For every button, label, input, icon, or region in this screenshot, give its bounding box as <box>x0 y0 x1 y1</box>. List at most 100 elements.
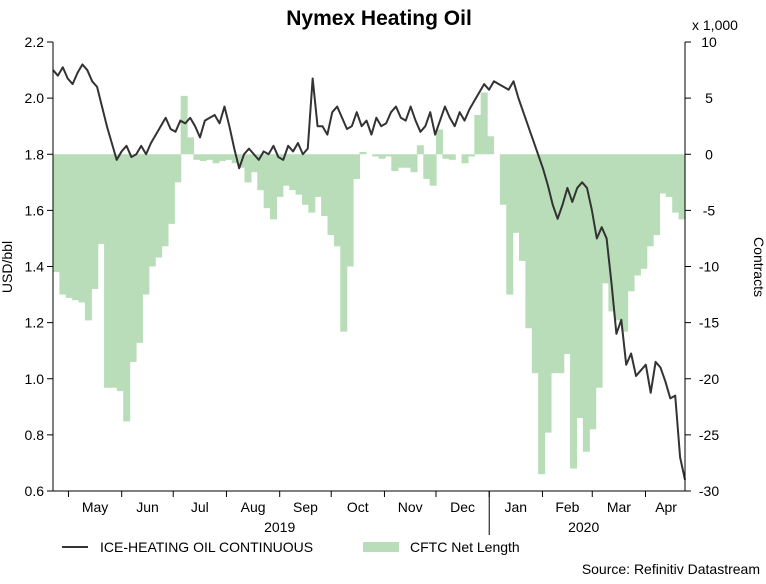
cftc-bar <box>653 154 661 236</box>
legend-area-swatch <box>363 542 399 552</box>
left-tick-label: 2.2 <box>25 34 45 50</box>
cftc-bar <box>582 154 590 452</box>
cftc-bar <box>659 154 667 194</box>
cftc-bar <box>512 154 520 233</box>
cftc-bar <box>391 154 399 172</box>
left-tick-label: 2.0 <box>25 90 45 106</box>
cftc-bar <box>563 154 571 355</box>
heating-oil-price-line <box>52 63 686 480</box>
left-tick-label: 0.6 <box>25 483 45 499</box>
cftc-net-length-area <box>53 92 686 475</box>
legend-line-label: ICE-HEATING OIL CONTINUOUS <box>100 539 313 555</box>
cftc-bar <box>212 154 220 164</box>
cftc-bar <box>525 154 533 329</box>
cftc-bar <box>410 154 418 173</box>
month-label: Oct <box>347 499 369 515</box>
cftc-bar <box>436 129 444 155</box>
cftc-bar <box>321 154 329 216</box>
cftc-bar <box>467 154 475 157</box>
cftc-bar <box>244 154 252 183</box>
cftc-bar <box>161 154 169 247</box>
year-label: 2019 <box>264 519 295 535</box>
cftc-bar <box>289 154 297 191</box>
cftc-bar <box>416 145 424 155</box>
cftc-bar <box>608 154 616 312</box>
right-tick-label: -15 <box>699 315 719 331</box>
cftc-bar <box>225 154 233 160</box>
cftc-bar <box>614 154 622 321</box>
cftc-bar <box>519 154 526 261</box>
axes: 0.6 0.8 1.0 1.2 1.4 1.6 1.8 2.0 2.2 -30 -25 -20 -15 -… <box>25 34 719 535</box>
cftc-bar <box>65 154 73 298</box>
cftc-bar <box>84 154 92 321</box>
cftc-bar <box>557 154 565 374</box>
legend-area-label: CFTC Net Length <box>410 539 520 555</box>
month-label: Nov <box>398 499 423 515</box>
cftc-bar <box>480 92 488 155</box>
cftc-bar <box>59 154 67 295</box>
month-label: Aug <box>241 499 266 515</box>
right-tick-label: 5 <box>705 90 713 106</box>
cftc-bar <box>404 154 412 168</box>
left-tick-label: 1.2 <box>25 315 45 331</box>
right-tick-label: -25 <box>699 427 719 443</box>
cftc-bar <box>346 154 354 267</box>
cftc-bar <box>110 154 118 388</box>
cftc-bar <box>531 154 539 374</box>
year-label: 2020 <box>568 519 599 535</box>
cftc-bar <box>148 154 156 267</box>
cftc-bar <box>295 154 303 195</box>
cftc-bar <box>442 154 450 159</box>
cftc-bar <box>506 154 514 295</box>
right-tick-label: -10 <box>699 259 719 275</box>
cftc-bar <box>155 154 163 258</box>
cftc-bar <box>218 154 226 161</box>
cftc-bar <box>276 154 284 197</box>
month-label: May <box>82 499 108 515</box>
cftc-bar <box>378 154 386 159</box>
cftc-bar <box>193 154 201 160</box>
cftc-bar <box>199 154 207 161</box>
cftc-bar <box>633 154 641 276</box>
cftc-bar <box>340 154 348 332</box>
left-axis-label: USD/bbl <box>0 241 15 293</box>
cftc-bar <box>53 154 60 273</box>
cftc-bar <box>353 154 361 179</box>
cftc-bar <box>72 154 80 301</box>
cftc-bar <box>135 154 143 343</box>
cftc-bar <box>550 154 558 374</box>
left-tick-label: 0.8 <box>25 427 45 443</box>
right-scale-note: x 1,000 <box>692 17 738 33</box>
cftc-bar <box>257 154 265 191</box>
chart-title: Nymex Heating Oil <box>286 7 472 30</box>
cftc-bar <box>570 154 578 469</box>
cftc-bar <box>167 154 175 224</box>
cftc-bar <box>270 154 278 220</box>
cftc-bar <box>665 154 673 197</box>
cftc-bar <box>487 136 495 155</box>
right-tick-label: -5 <box>703 202 716 218</box>
cftc-bar <box>250 154 258 173</box>
left-tick-label: 1.0 <box>25 371 45 387</box>
price-line-path <box>52 63 686 480</box>
cftc-bar <box>91 154 99 289</box>
left-tick-label: 1.8 <box>25 146 45 162</box>
cftc-bar <box>576 154 584 419</box>
cftc-bar <box>301 154 309 205</box>
cftc-bar <box>333 154 341 247</box>
month-label: Dec <box>450 499 475 515</box>
cftc-bar <box>231 154 239 164</box>
cftc-bar <box>678 154 686 220</box>
cftc-bar <box>123 154 131 422</box>
left-tick-label: 1.4 <box>25 259 45 275</box>
left-tick-label: 1.6 <box>25 202 45 218</box>
cftc-bar <box>174 154 182 183</box>
cftc-bar <box>308 154 316 213</box>
cftc-bar <box>640 154 648 269</box>
cftc-bar <box>359 152 367 155</box>
cftc-bar <box>206 154 214 160</box>
month-label: Apr <box>655 499 677 515</box>
month-label: Sep <box>293 499 318 515</box>
month-label: Jul <box>191 499 209 515</box>
